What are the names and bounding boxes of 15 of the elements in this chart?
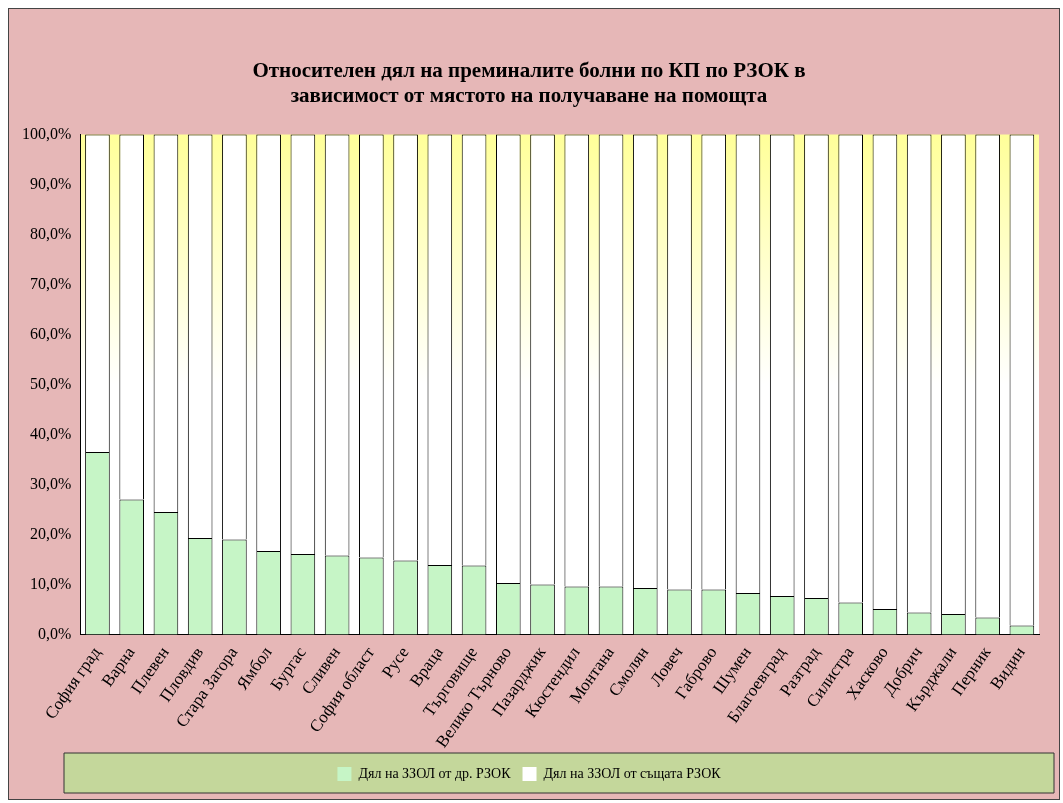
text: Относителен дял на преминалите болни по КП по РЗОК в xyxy=(252,58,806,83)
y-tick-label: 10,0% xyxy=(30,574,72,592)
text: зависимост от мястото на получаване на помощта xyxy=(290,83,768,108)
y-tick-label: 20,0% xyxy=(30,524,72,542)
y-tick-label: 70,0% xyxy=(30,274,72,292)
y-tick-label: 30,0% xyxy=(30,474,72,492)
y-tick-label: 90,0% xyxy=(30,174,72,192)
y-tick-label: 50,0% xyxy=(30,374,72,392)
y-tick-label: 0,0% xyxy=(38,624,72,642)
y-tick-label: 60,0% xyxy=(30,324,72,342)
y-tick-label: 40,0% xyxy=(30,424,72,442)
legend-label: Дял на ЗЗОЛ от др. РЗОК xyxy=(358,765,512,781)
y-tick-label: 80,0% xyxy=(30,224,72,242)
legend-label: Дял на ЗЗОЛ от същата РЗОК xyxy=(543,765,722,781)
y-tick-label: 100,0% xyxy=(22,124,72,142)
